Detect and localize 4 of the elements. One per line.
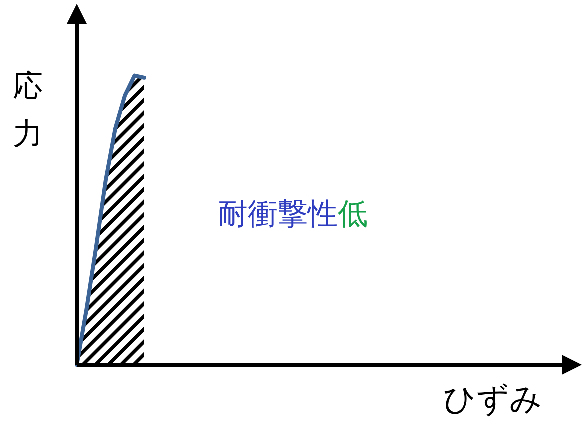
annotation: 低 (338, 197, 368, 232)
annotation: 耐衝撃性 (218, 197, 338, 232)
y-axis-title: 応力 (13, 69, 43, 152)
x-axis-title: ひずみ (444, 380, 542, 418)
